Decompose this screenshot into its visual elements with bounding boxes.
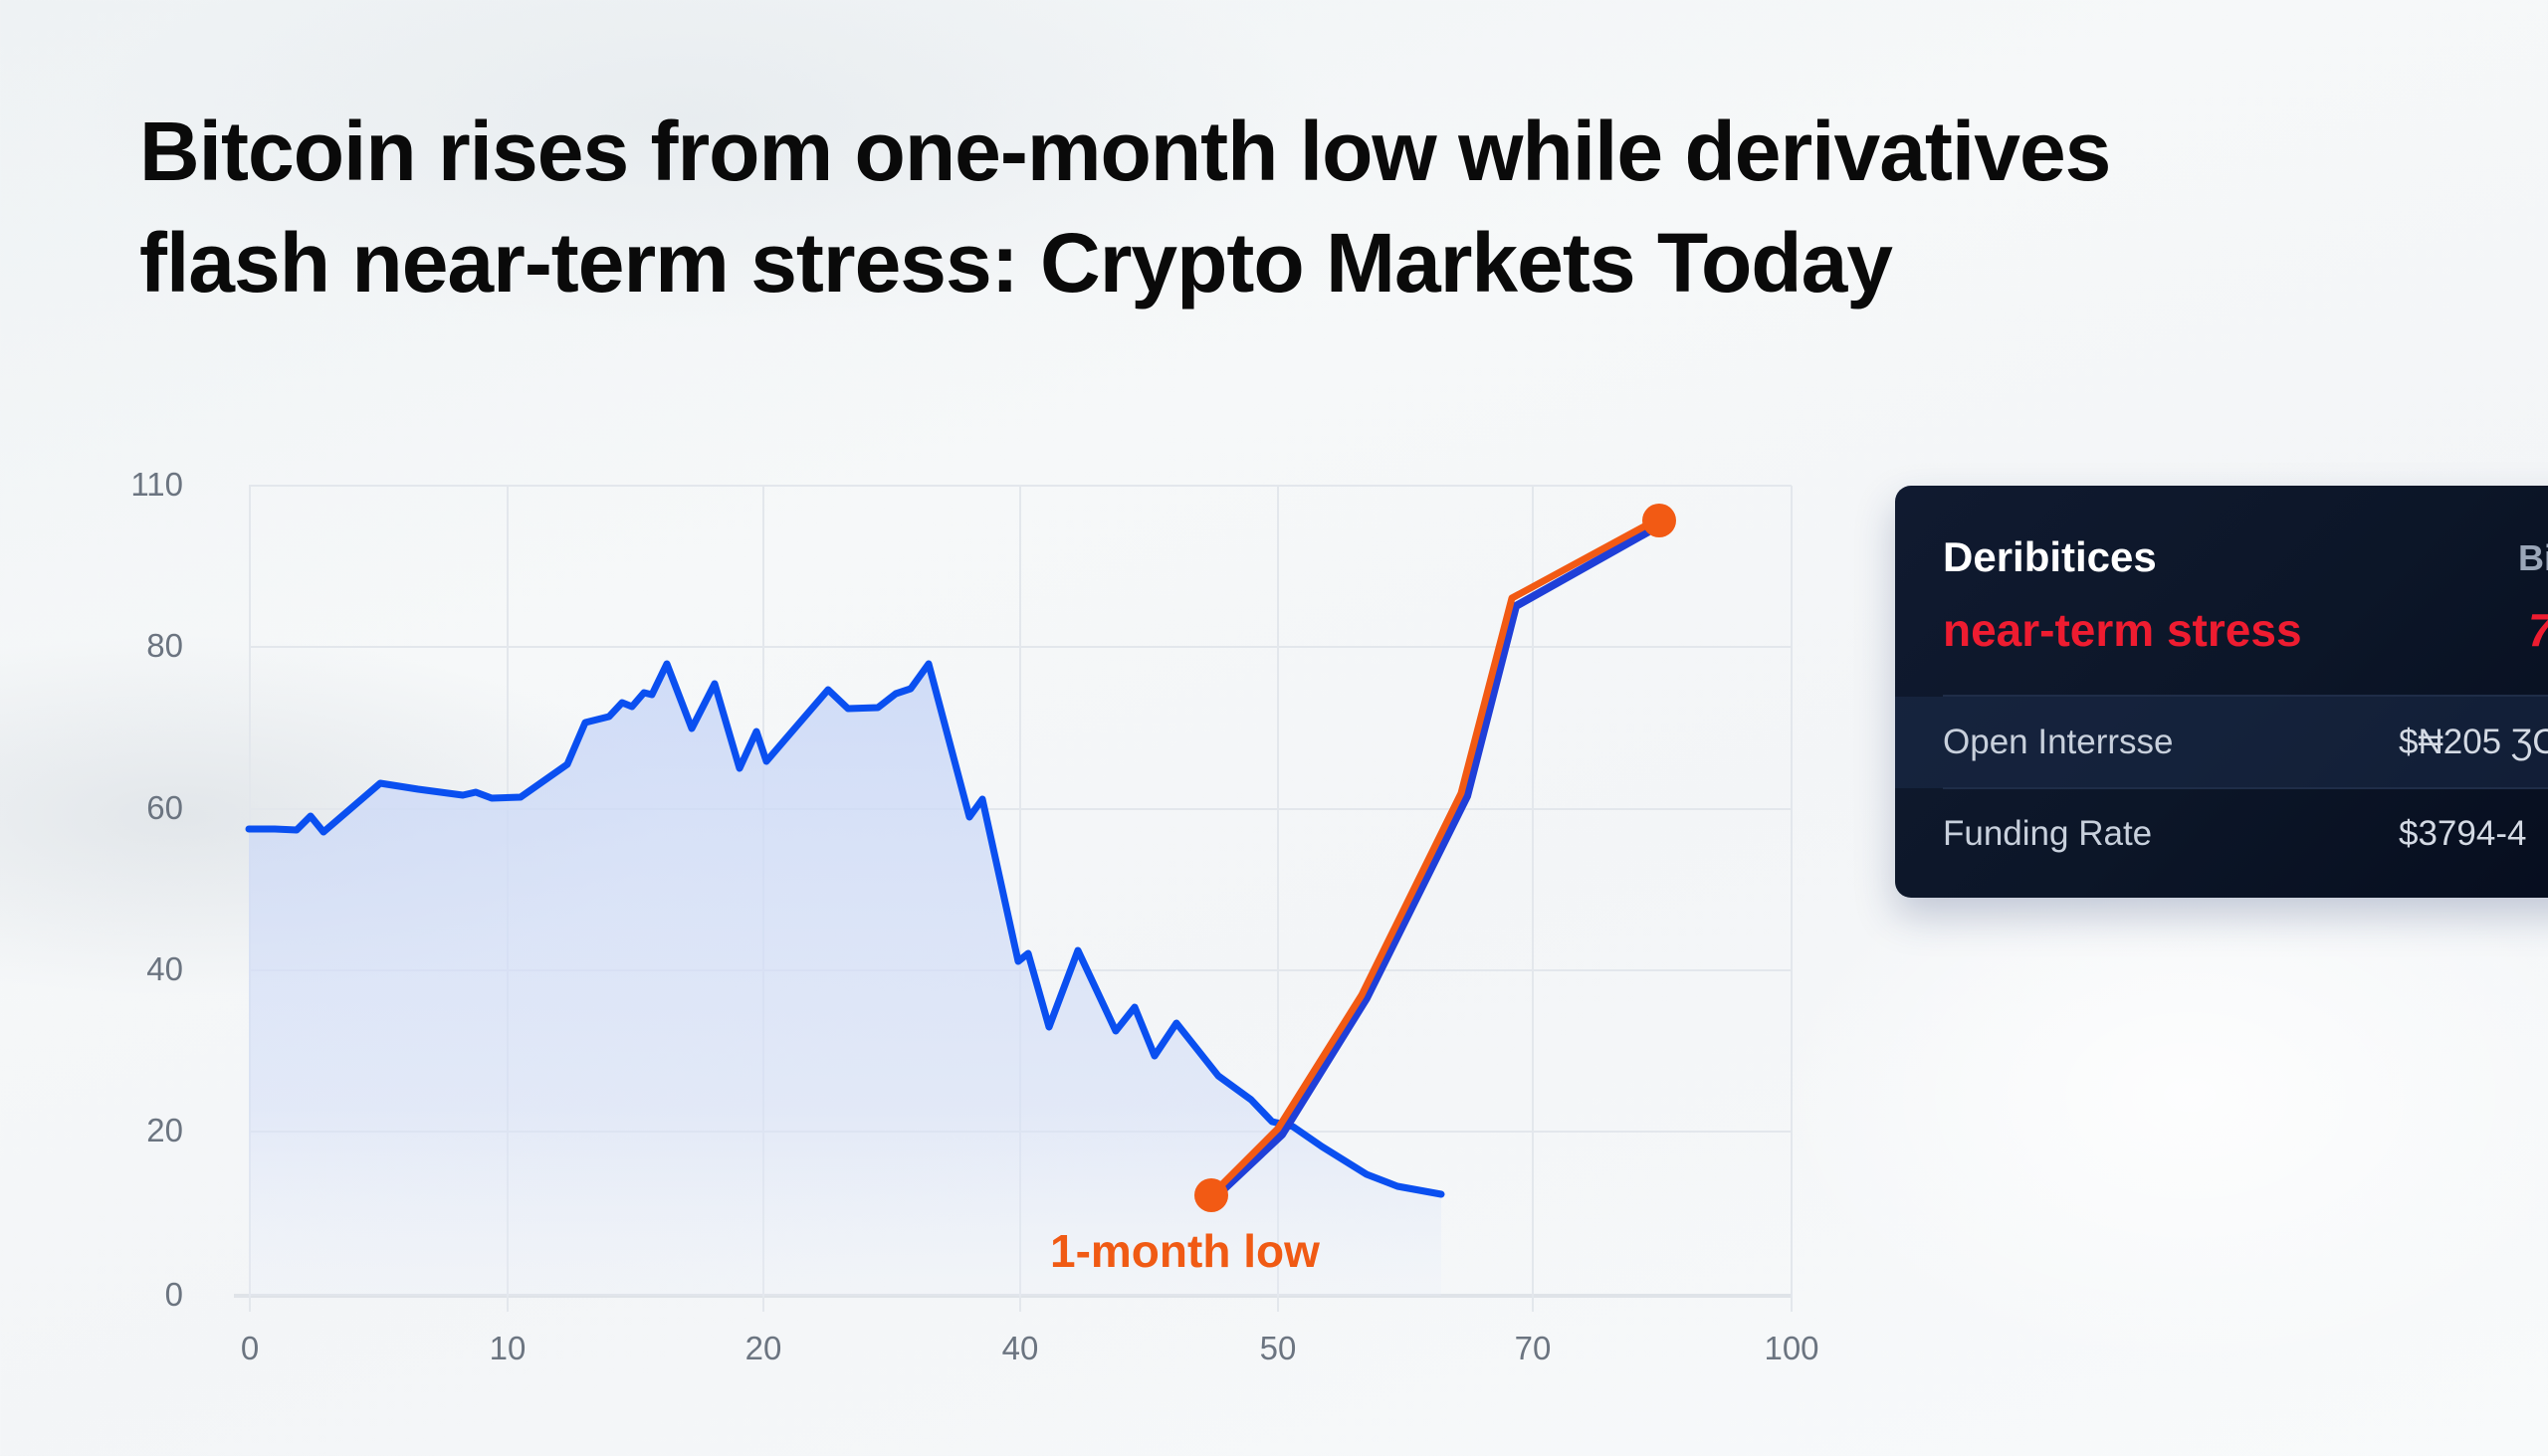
card-row-highlight: [1895, 697, 2548, 788]
x-tick-label: 70: [1514, 1330, 1552, 1366]
y-tick-label: 110: [130, 466, 183, 503]
headline-line-2: flash near-term stress: Crypto Markets T…: [139, 216, 1893, 310]
one-month-low-marker[interactable]: [1194, 1178, 1228, 1212]
y-tick-label: 20: [146, 1112, 183, 1148]
x-tick-label: 50: [1259, 1330, 1297, 1366]
latest-price-marker[interactable]: [1642, 504, 1676, 537]
derivatives-card: Deribitices Bi near-term stress 7 Open I…: [1895, 486, 2548, 898]
page-headline: Bitcoin rises from one-month low while d…: [139, 96, 2111, 318]
card-stress-value: 7: [2528, 603, 2548, 657]
open-interest-value: $₦205 ƷC: [2399, 723, 2548, 761]
one-month-low-annotation: 1-month low: [1050, 1225, 1320, 1277]
x-tick-label: 20: [744, 1330, 782, 1366]
card-stress-label: near-term stress: [1943, 604, 2302, 656]
recovery-line-shadow: [1210, 520, 1665, 1202]
y-tick-label: 40: [146, 950, 183, 987]
y-tick-label: 0: [164, 1276, 183, 1313]
y-tick-label: 80: [146, 627, 183, 664]
x-tick-label: 40: [1001, 1330, 1039, 1366]
price-area-fill: [249, 664, 1441, 1296]
x-tick-label: 0: [240, 1330, 260, 1366]
x-tick-label: 100: [1764, 1330, 1819, 1366]
card-title: Deribitices: [1943, 533, 2157, 580]
funding-rate-label: Funding Rate: [1943, 814, 2153, 853]
headline-line-1: Bitcoin rises from one-month low while d…: [139, 104, 2111, 198]
card-divider: [1943, 787, 2548, 789]
funding-rate-value: $3794-4: [2399, 814, 2527, 853]
card-title-right: Bi: [2518, 537, 2548, 578]
recovery-line: [1208, 516, 1661, 1198]
x-tick-label: 10: [489, 1330, 527, 1366]
y-tick-label: 60: [146, 789, 183, 826]
price-line: [245, 660, 1445, 1198]
open-interest-label: Open Interrsse: [1943, 723, 2174, 761]
card-divider: [1943, 695, 2548, 697]
